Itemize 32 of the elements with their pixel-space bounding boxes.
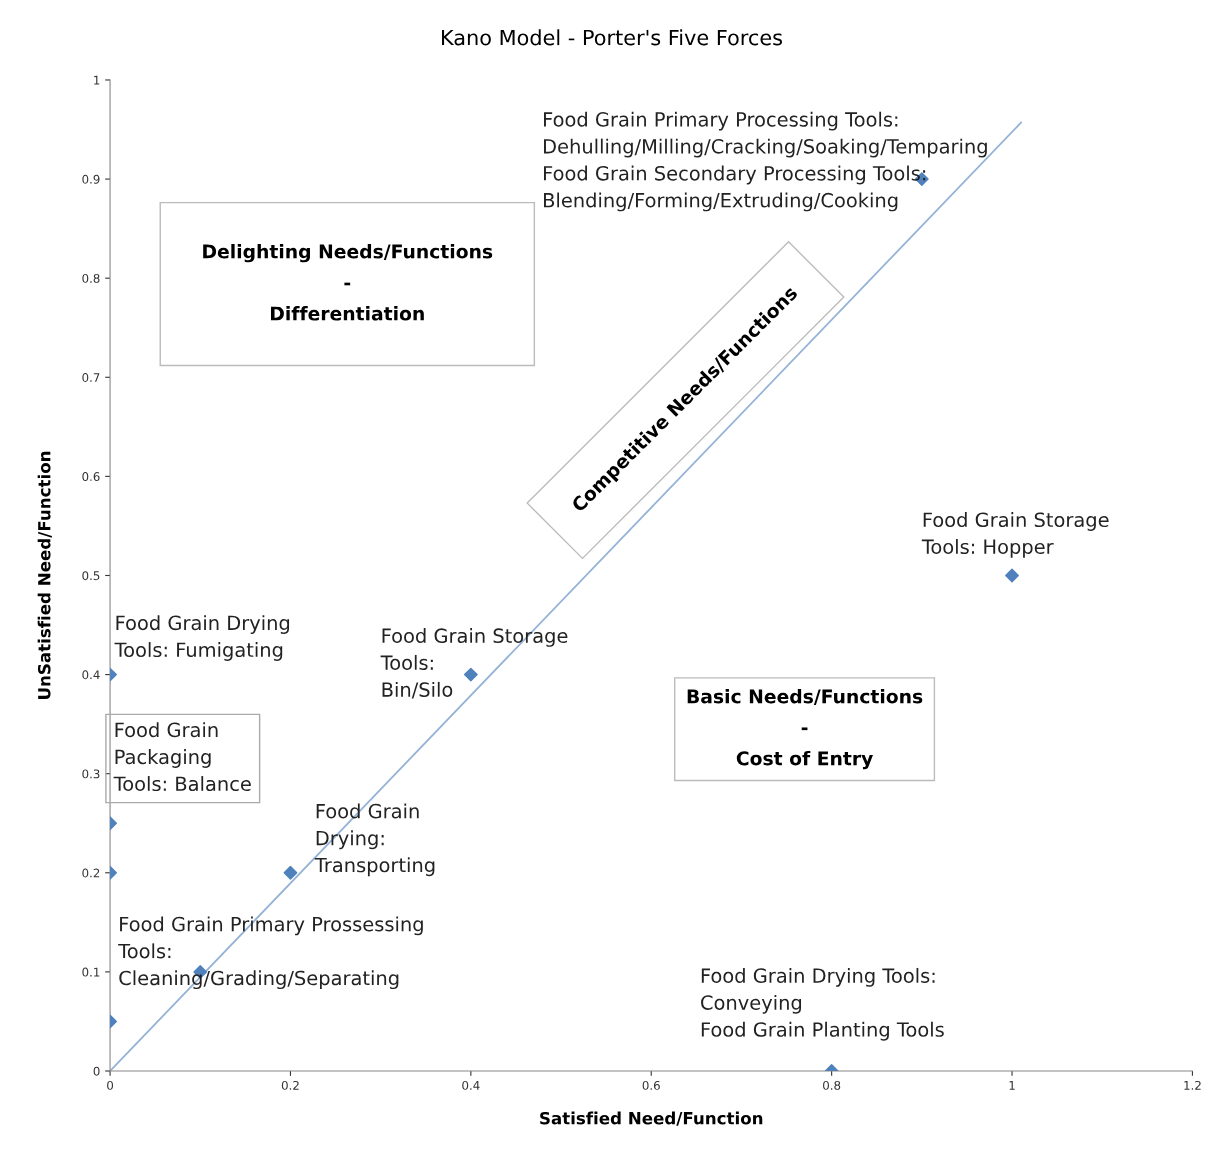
x-tick-label: 1: [1009, 1081, 1015, 1090]
x-tick-label: 1.2: [1184, 1080, 1201, 1090]
x-tick-label: 0.2: [281, 1080, 299, 1090]
y-tick-label: 0.2: [82, 868, 100, 878]
annotation: Food Grain Drying Tools: Fumigating: [114, 615, 290, 661]
y-tick-label: 0: [93, 1066, 100, 1076]
y-tick-label: 0.8: [82, 273, 100, 283]
y-axis-title: UnSatisfied Need/Function: [37, 451, 52, 699]
x-tick-label: 0.8: [823, 1080, 841, 1090]
y-tick-label: 0.5: [82, 571, 100, 581]
annotation: Food Grain Primary Prossessing Tools: Cleaning/Grading/Separating: [118, 916, 423, 990]
y-tick-label: 0.7: [82, 373, 100, 382]
y-tick-label: 0.6: [82, 472, 100, 482]
y-tick-label: 0.3: [82, 769, 100, 779]
text: Basic Needs/Functions - Cost of Entry: [687, 688, 923, 770]
y-tick-label: 1: [94, 75, 100, 85]
x-axis-title: Satisfied Need/Function: [540, 1111, 763, 1126]
x-tick-label: 0.4: [462, 1080, 480, 1090]
y-tick-label: 0.1: [82, 967, 100, 977]
chart-title: Kano Model - Porter's Five Forces: [442, 29, 783, 46]
point: [1005, 568, 1019, 583]
annotation: Food Grain Primary Processing Tools: Dehulling/Milling/Cracking/Soaking/Temparing Food Grain Secondary Processing Tools: Blending/Forming/Extruding/Cooking: [544, 111, 987, 212]
annotation: Food Grain Drying Tools: Conveying Food Grain Planting Tools: [701, 967, 944, 1041]
annotation: Food Grain Storage Tools: Hopper: [921, 512, 1109, 558]
annotation: Food Grain Packaging Tools: Balance: [113, 722, 251, 792]
y-tick-label: 0.9: [82, 174, 100, 184]
annotation: Food Grain Drying: Transporting: [314, 803, 435, 877]
annotation: Delighting Needs/Functions - Differentiation: [203, 244, 493, 321]
x-tick-label: 0.6: [642, 1080, 660, 1090]
y-tick-label: 0.4: [82, 670, 100, 680]
annotation: Food Grain Storage Tools: Bin/Silo: [380, 628, 568, 699]
x-tick-label: 0: [107, 1080, 114, 1090]
